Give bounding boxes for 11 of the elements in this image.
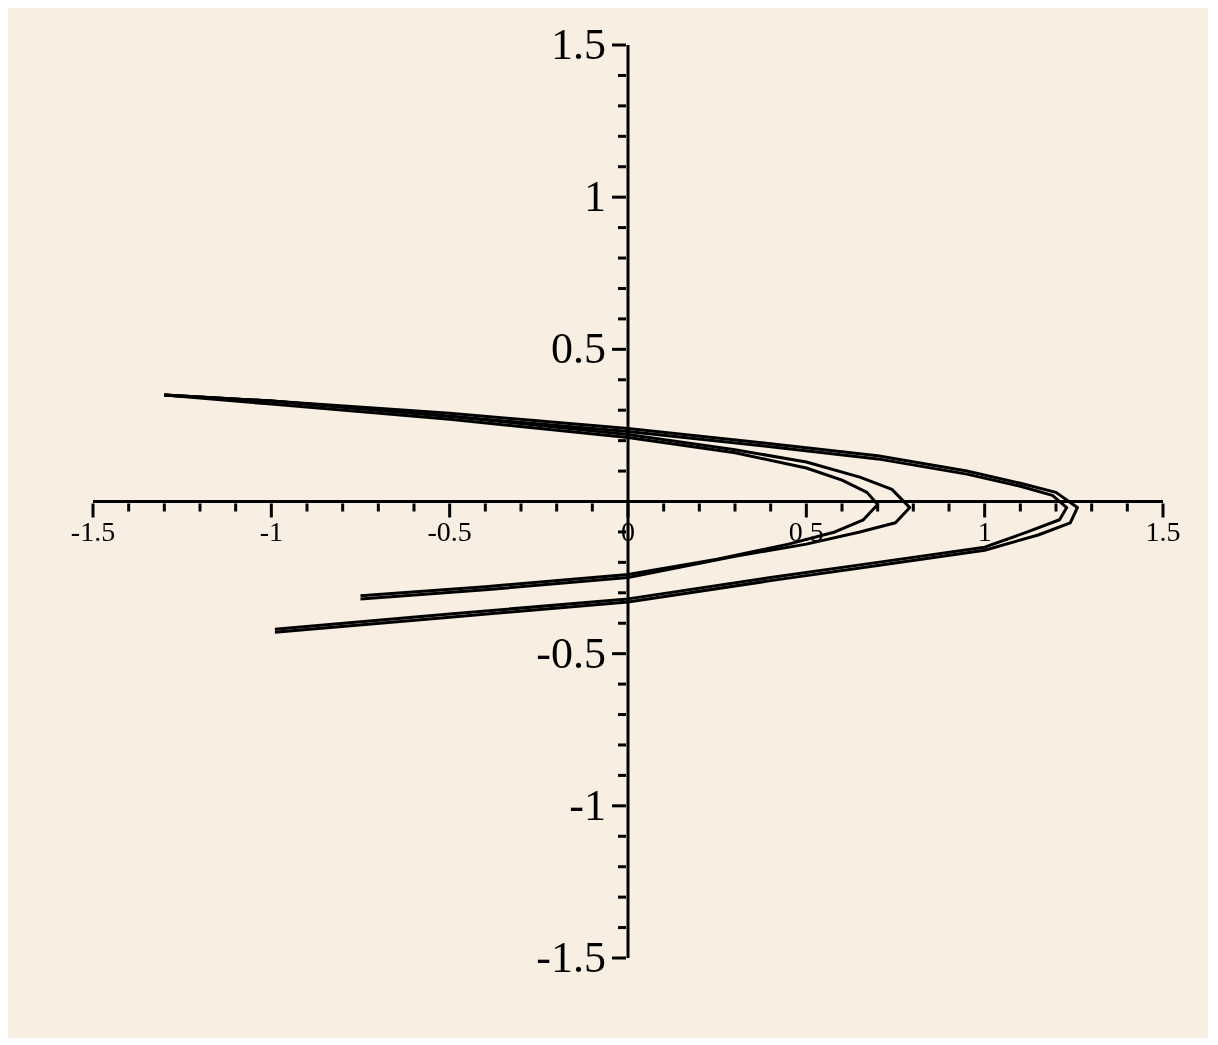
x-tick-label: -1.5 (70, 515, 116, 547)
x-tick-label: -0.5 (427, 515, 472, 547)
y-tick-label: 0.5 (551, 324, 606, 374)
y-tick-label: 1 (584, 172, 606, 222)
y-tick-label: -1.5 (536, 933, 606, 982)
y-tick-label: 1.5 (551, 20, 606, 69)
x-tick-label: 1.5 (1145, 515, 1181, 547)
x-tick-label: -1 (259, 515, 283, 547)
x-tick-label: 1 (977, 515, 992, 547)
y-tick-label: -1 (569, 780, 606, 830)
y-tick-label: -0.5 (536, 628, 606, 678)
